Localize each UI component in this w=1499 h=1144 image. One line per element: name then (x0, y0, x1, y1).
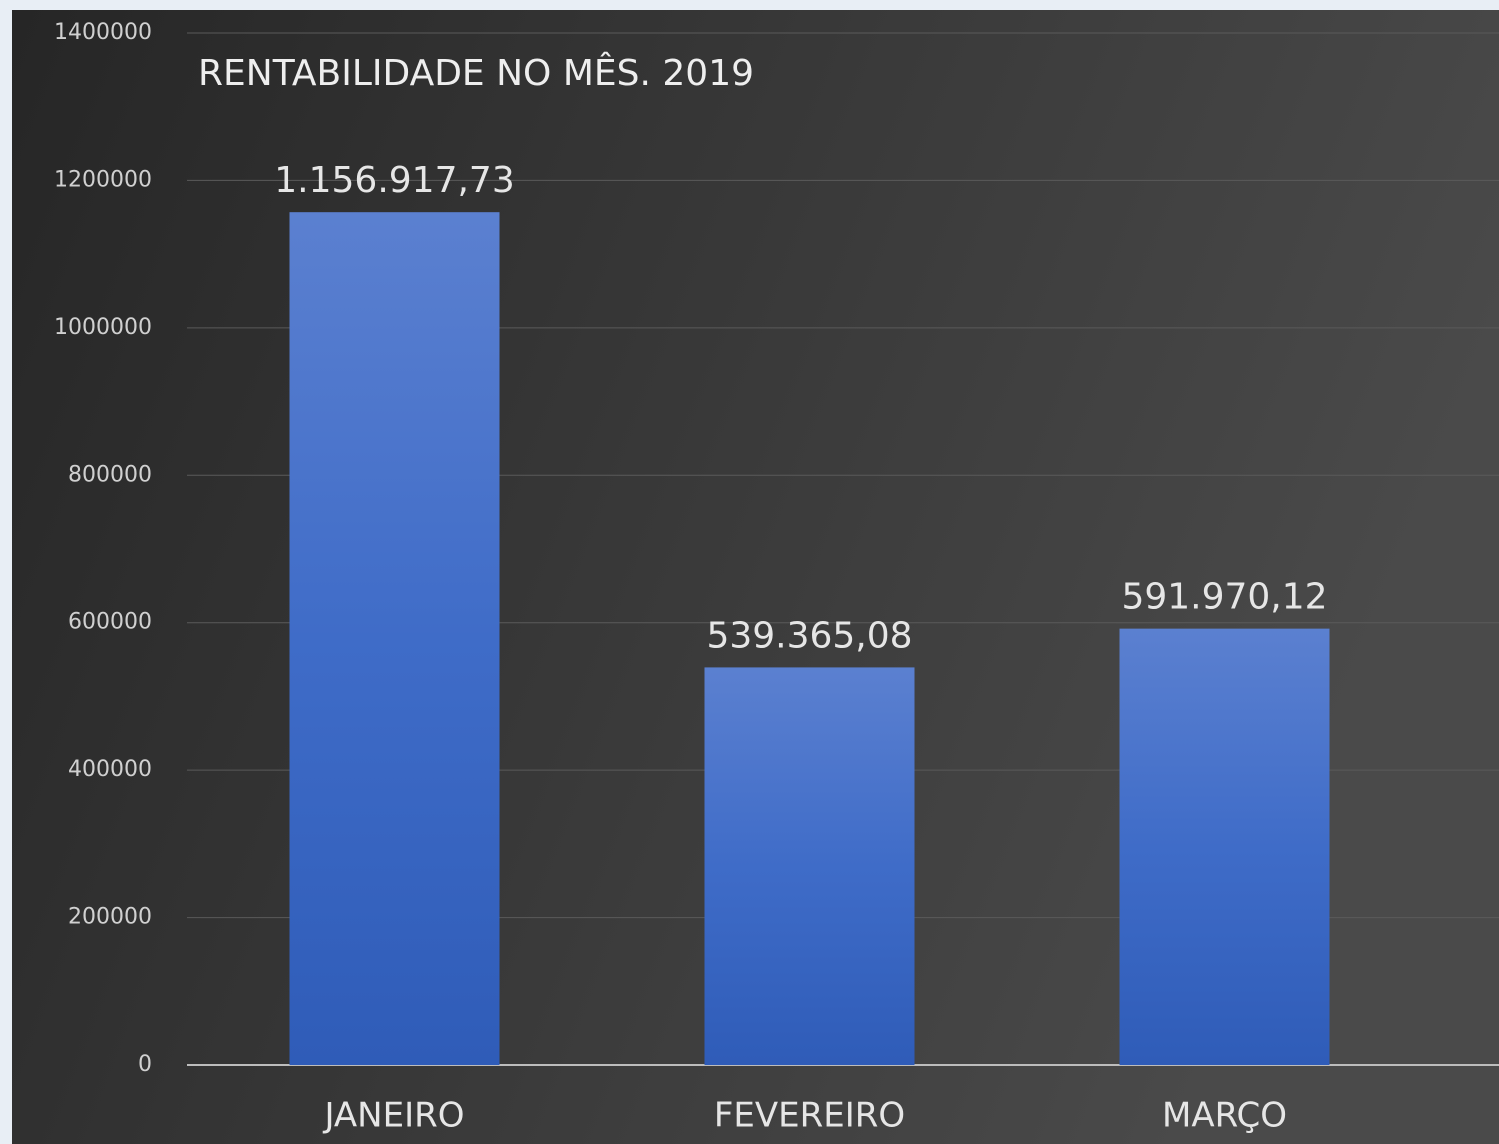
data-label: 539.365,08 (706, 615, 912, 656)
bar (1119, 628, 1330, 1065)
y-tick-label: 200000 (68, 905, 152, 930)
data-label: 1.156.917,73 (274, 160, 514, 201)
chart-title: RENTABILIDADE NO MÊS. 2019 (198, 52, 754, 94)
y-tick-label: 0 (138, 1052, 152, 1077)
y-tick-label: 1400000 (54, 20, 152, 45)
x-tick-label: MARÇO (1162, 1096, 1287, 1136)
bar (704, 667, 915, 1065)
x-tick-label: JANEIRO (322, 1096, 464, 1136)
y-tick-label: 400000 (68, 757, 152, 782)
x-tick-label: FEVEREIRO (714, 1096, 905, 1136)
bar (289, 212, 500, 1066)
y-tick-label: 600000 (68, 610, 152, 635)
y-tick-label: 800000 (68, 462, 152, 487)
y-tick-label: 1200000 (54, 167, 152, 192)
y-tick-label: 1000000 (54, 315, 152, 340)
data-label: 591.970,12 (1121, 577, 1327, 618)
